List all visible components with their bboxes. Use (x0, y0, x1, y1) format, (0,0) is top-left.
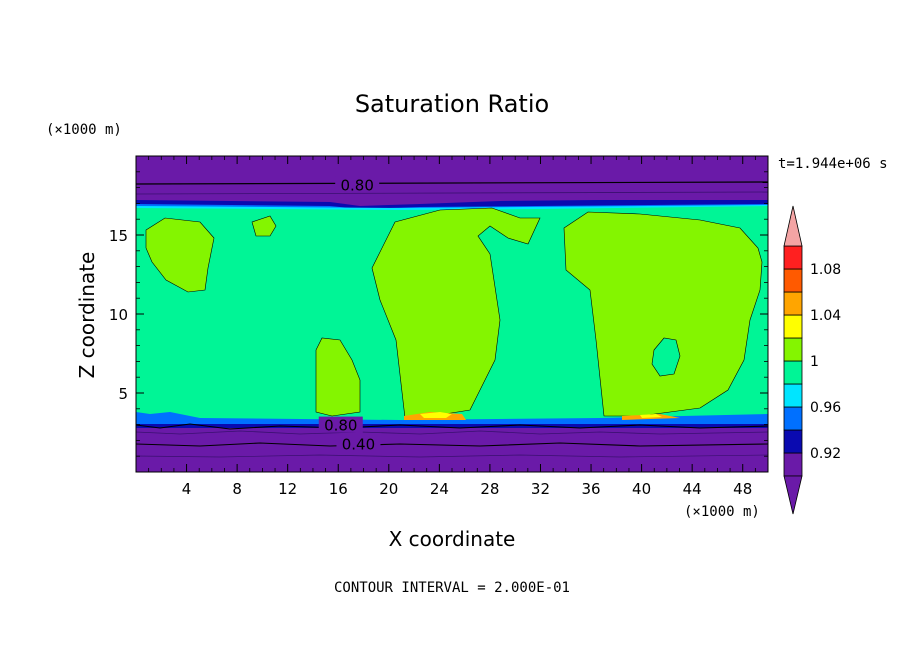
x-axis-label: X coordinate (389, 527, 516, 551)
colorbar-over-arrow (783, 205, 803, 247)
contour-line-bottom-3 (136, 442, 768, 447)
contour-label: 0.80 (340, 176, 373, 194)
inner-hole (651, 337, 681, 377)
blob-2 (251, 215, 277, 237)
colorbar-label: 1 (810, 354, 819, 370)
colorbar-swatch (783, 360, 803, 385)
colorbar: 0.92 0.96 1 1.04 1.08 (783, 205, 841, 515)
x-tick-label: 12 (278, 480, 297, 498)
x-tick-label: 16 (329, 480, 348, 498)
x-tick-label: 4 (182, 480, 192, 498)
contour-line-bottom-1 (136, 423, 768, 430)
contour-label-bg (336, 435, 381, 452)
colorbar-swatch (783, 337, 803, 362)
contour-label-bg (318, 416, 363, 433)
colorbar-label: 0.96 (810, 400, 841, 416)
x-axis: 4 8 12 16 20 24 28 32 36 40 44 48 (148, 156, 756, 498)
y-unit-label: (×1000 m) (46, 122, 122, 138)
x-tick-label: 44 (683, 480, 702, 498)
y-axis-label: Z coordinate (75, 252, 99, 379)
colorbar-swatch (783, 291, 803, 316)
spot-4 (640, 414, 662, 418)
time-label: t=1.944e+06 s (778, 156, 888, 172)
x-tick-label: 20 (379, 480, 398, 498)
x-tick-label: 32 (531, 480, 550, 498)
contour-line-bottom-4 (136, 454, 768, 458)
colorbar-swatch (783, 429, 803, 454)
contour-field (136, 156, 768, 472)
blob-5 (563, 211, 763, 417)
spot-2 (420, 412, 452, 418)
chart-title: Saturation Ratio (355, 90, 549, 118)
contour-label: 0.40 (342, 436, 375, 454)
colorbar-swatch (783, 452, 803, 477)
contour-line-top (136, 181, 768, 185)
contour-line-top-2 (136, 191, 768, 195)
colorbar-swatch (783, 383, 803, 408)
x-tick-label: 24 (430, 480, 449, 498)
y-axis: 5 10 15 (109, 171, 768, 457)
contour-interval-note: CONTOUR INTERVAL = 2.000E-01 (334, 580, 570, 596)
contour-label-bg (335, 176, 380, 193)
contour-label: 0.80 (324, 417, 357, 435)
x-tick-label: 40 (632, 480, 651, 498)
colorbar-label: 1.04 (810, 308, 841, 324)
x-tick-label: 28 (480, 480, 499, 498)
y-tick-label: 10 (109, 306, 128, 324)
x-tick-label: 36 (581, 480, 600, 498)
x-tick-label: 48 (733, 480, 752, 498)
colorbar-swatch (783, 314, 803, 339)
x-unit-label: (×1000 m) (684, 504, 760, 520)
x-tick-label: 8 (232, 480, 242, 498)
y-tick-label: 5 (118, 385, 128, 403)
colorbar-label: 0.92 (810, 446, 841, 462)
colorbar-label: 1.08 (810, 262, 841, 278)
colorbar-swatch (783, 268, 803, 293)
colorbar-swatch (783, 406, 803, 431)
contour-labels: 0.800.800.40 (318, 176, 381, 454)
blob-1 (145, 217, 215, 293)
colorbar-swatch (783, 245, 803, 270)
contour-line-bottom-2 (136, 430, 768, 435)
colorbar-under-arrow (783, 475, 803, 515)
blob-3 (315, 337, 361, 417)
y-tick-label: 15 (109, 227, 128, 245)
